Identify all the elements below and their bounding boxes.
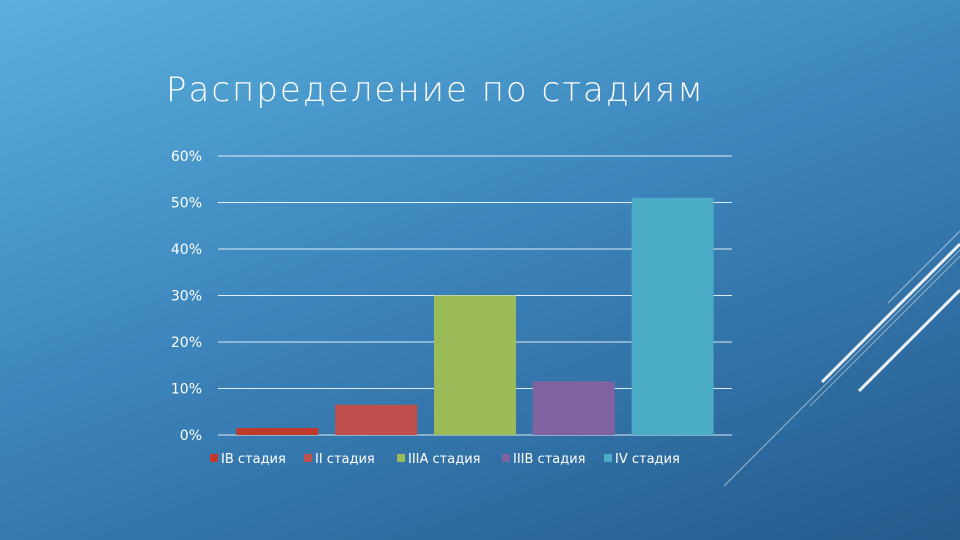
legend-label: IIIA стадия <box>408 452 480 467</box>
slide-title: Распределение по стадиям <box>166 70 705 110</box>
y-tick-label: 0% <box>180 428 202 444</box>
legend-swatch <box>304 454 312 462</box>
legend-swatch <box>397 454 405 462</box>
bars <box>236 197 714 435</box>
bar-1 <box>236 428 319 435</box>
y-tick-label: 20% <box>171 335 202 351</box>
legend-label: IIIB стадия <box>513 452 586 467</box>
legend-swatch <box>502 454 510 462</box>
bar-3 <box>434 295 516 435</box>
y-tick-label: 50% <box>171 196 202 212</box>
legend-label: IV стадия <box>615 452 680 467</box>
legend-swatch <box>210 454 218 462</box>
legend-label: II стадия <box>315 452 375 467</box>
legend-label: IB стадия <box>221 452 286 467</box>
legend: IB стадия II стадия IIIA стадия IIIB стадия… <box>210 452 680 467</box>
legend-swatch <box>604 454 612 462</box>
bar-5 <box>631 197 714 435</box>
y-tick-label: 10% <box>171 382 202 398</box>
bar-2 <box>335 404 418 435</box>
bar-4 <box>532 381 615 435</box>
y-tick-label: 40% <box>171 242 202 258</box>
y-axis-tick-labels: 0% 10% 20% 30% 40% 50% 60% <box>171 149 202 444</box>
y-tick-label: 30% <box>171 289 202 305</box>
y-tick-label: 60% <box>171 149 202 165</box>
